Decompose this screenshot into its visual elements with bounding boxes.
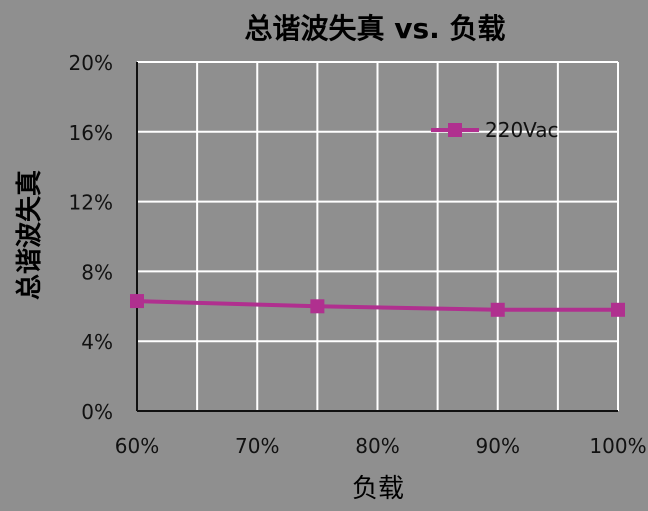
legend-label: 220Vac [485, 118, 559, 142]
data-point [310, 299, 324, 313]
y-tick-label: 16% [69, 121, 113, 145]
y-tick-label: 12% [69, 191, 113, 215]
x-tick-label: 100% [589, 434, 646, 458]
data-point [491, 303, 505, 317]
x-tick-label: 70% [235, 434, 279, 458]
y-tick-label: 8% [81, 260, 113, 284]
x-tick-label: 60% [115, 434, 159, 458]
chart-title: 总谐波失真 vs. 负载 [244, 12, 505, 45]
legend-marker [448, 123, 462, 137]
x-tick-label: 90% [476, 434, 520, 458]
data-point [130, 294, 144, 308]
y-tick-label: 0% [81, 400, 113, 424]
y-tick-label: 4% [81, 330, 113, 354]
y-tick-label: 20% [69, 51, 113, 75]
y-axis-label: 总谐波失真 [15, 170, 45, 300]
grid [137, 62, 618, 411]
x-axis-label: 负载 [352, 474, 404, 504]
x-tick-label: 80% [355, 434, 399, 458]
data-point [611, 303, 625, 317]
